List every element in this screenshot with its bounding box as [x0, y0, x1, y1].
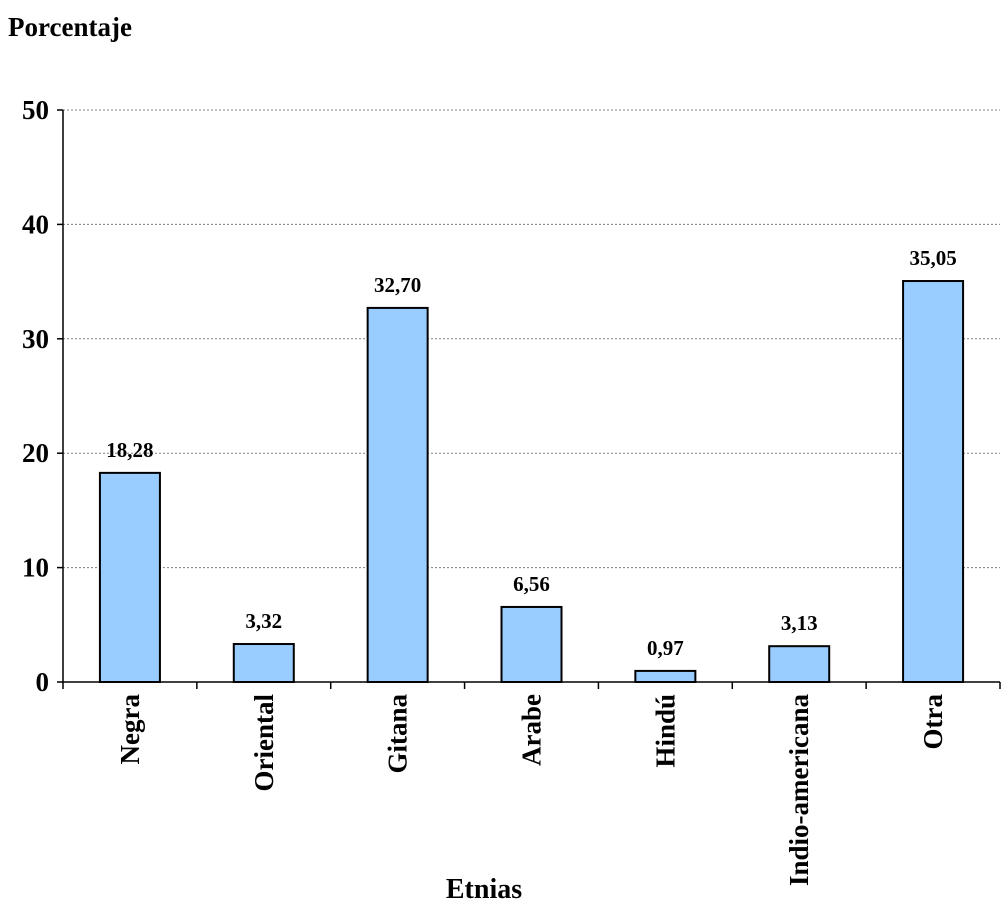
bar — [366, 306, 429, 683]
bar — [98, 471, 161, 683]
x-tick-label: Arabe — [517, 694, 547, 766]
axes — [57, 109, 1001, 689]
x-axis-label: Etnias — [446, 874, 522, 905]
x-tick-label: Oriental — [249, 694, 279, 792]
data-label: 18,28 — [106, 438, 153, 462]
y-axis-label: Porcentaje — [8, 12, 132, 42]
x-tick-label: Hindú — [650, 694, 680, 768]
x-tick-label: Otra — [918, 694, 948, 750]
bar — [902, 280, 965, 683]
x-tick-label: Gitana — [383, 694, 413, 774]
bars — [98, 280, 965, 684]
data-label: 35,05 — [909, 246, 956, 270]
gridlines — [63, 109, 1000, 569]
bar — [634, 669, 697, 683]
data-label: 0,97 — [647, 636, 684, 660]
data-label: 6,56 — [513, 572, 550, 596]
data-label: 3,32 — [245, 609, 282, 633]
labels: 0 10 20 30 40 50 18,28 Negra 3,32 Oriental 32,70 Gi… — [22, 95, 957, 886]
y-tick-label: 50 — [22, 95, 49, 125]
x-tick-label: Indio-americana — [784, 694, 814, 886]
y-tick-label: 40 — [22, 209, 49, 239]
y-tick-label: 10 — [22, 553, 49, 583]
bar — [768, 645, 831, 684]
data-label: 3,13 — [781, 611, 818, 635]
data-label: 32,70 — [374, 273, 421, 297]
y-tick-label: 30 — [22, 324, 49, 354]
y-tick-label: 20 — [22, 438, 49, 468]
bar — [500, 605, 563, 684]
x-tick-label: Negra — [115, 694, 145, 765]
bar — [232, 643, 295, 684]
y-tick-label: 0 — [36, 667, 50, 697]
